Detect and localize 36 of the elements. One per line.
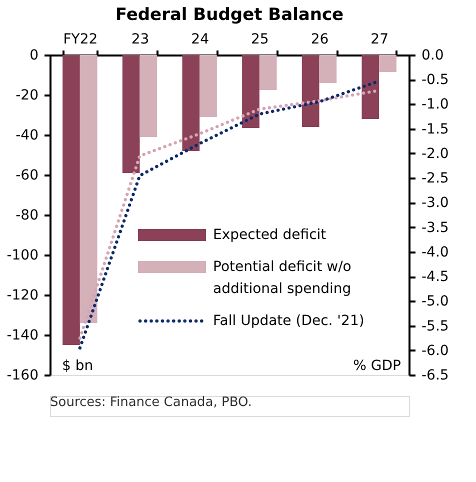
y-tick-label: -140 (6, 328, 38, 344)
y2-tick-label: 0.0 (422, 48, 444, 64)
x-tick-label: 24 (191, 32, 210, 48)
y2-tick-label: -4.0 (422, 244, 449, 260)
y2-tick-label: -2.5 (422, 170, 449, 187)
legend-label: Expected deficit (213, 227, 327, 243)
y2-tick-label: -1.0 (422, 96, 449, 113)
x-tick-label: 26 (310, 32, 329, 48)
y2-tick-label: -5.0 (422, 294, 449, 310)
y-tick-label: -80 (16, 208, 38, 224)
x-tick-label: 25 (251, 32, 269, 48)
y2-tick-label: -2.0 (422, 146, 449, 162)
y-tick-label: -20 (16, 88, 38, 104)
y-tick-label: 0 (30, 48, 38, 64)
source-note: Sources: Finance Canada, PBO. (50, 395, 252, 410)
chart-title: Federal Budget Balance (115, 5, 344, 25)
y2-tick-label: -4.5 (422, 269, 449, 286)
y2-tick-label: -5.5 (422, 318, 449, 334)
y2-tick-label: -6.5 (422, 368, 449, 384)
y-tick-label: -120 (6, 288, 38, 304)
legend-label: Fall Update (Dec. '21) (213, 313, 364, 329)
y2-tick-label: -1.5 (422, 121, 449, 138)
y-axis-title: $ bn (62, 358, 94, 374)
y-tick-label: -100 (6, 248, 38, 264)
x-tick-label: 23 (131, 32, 150, 48)
y2-axis-title: % GDP (353, 358, 401, 374)
y2-tick-label: -3.0 (422, 195, 449, 212)
y-tick-label: -40 (16, 128, 38, 144)
y2-tick-label: -0.5 (422, 72, 449, 88)
y2-tick-label: -6.0 (422, 342, 449, 359)
y2-tick-label: -3.5 (422, 220, 449, 236)
x-tick-label: FY22 (63, 32, 98, 48)
x-tick-label: 27 (370, 32, 388, 48)
y-tick-label: -160 (6, 368, 38, 384)
legend-label: Potential deficit w/o additional spending (213, 259, 352, 297)
y-tick-label: -60 (16, 168, 38, 184)
